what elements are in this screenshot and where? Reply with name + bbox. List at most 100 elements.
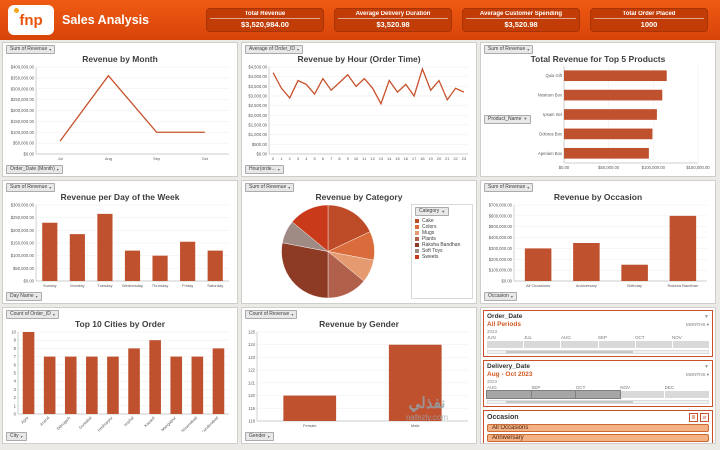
value-field-button[interactable]: Sum of Revenue ▾ [484,45,534,54]
delivery-date-timeline[interactable]: Delivery_Date ▼ Aug - Oct 2023 MONTHS ▾ … [483,360,713,407]
chevron-down-icon: ▾ [297,46,300,52]
svg-text:Nizamabad: Nizamabad [180,415,198,432]
occasion-slicer-item[interactable]: Anniversary [487,434,709,442]
value-field-button[interactable]: Sum of Revenue ▾ [484,183,534,192]
chevron-down-icon: ▾ [288,184,291,190]
timeline-track[interactable] [487,341,710,348]
timeline-month-labels[interactable]: AUG SEP OCT NOV DEC [487,385,675,390]
chevron-down-icon: ▾ [527,46,530,52]
panel-revenue-by-occasion: Sum of Revenue ▾ Revenue by Occasion $0.0… [480,180,716,304]
value-field-button[interactable]: Sum of Revenue ▾ [245,183,295,192]
value-field-label: Average of Order_ID [249,46,296,52]
svg-text:$100,000.00: $100,000.00 [642,165,666,170]
axis-field-button[interactable]: Hour(orde... ▾ [245,165,284,174]
svg-text:$350,000.00: $350,000.00 [11,75,35,80]
scrollbar-thumb[interactable] [505,351,634,353]
legend-items: Cake Colors Mugs Plants Raksha Bandhan Soft T… [415,218,469,260]
svg-text:$300,000.00: $300,000.00 [11,203,35,208]
clear-filter-icon[interactable]: ▼ [704,363,709,370]
fnp-logo: fnp [8,5,54,35]
legend-swatch [415,249,419,253]
svg-text:$300,000.00: $300,000.00 [489,246,513,251]
svg-text:$100,000.00: $100,000.00 [11,130,35,135]
svg-text:Wednesday: Wednesday [122,283,143,288]
svg-text:Sunday: Sunday [43,283,57,288]
value-field-button[interactable]: Count of Order_ID ▾ [6,310,59,319]
clear-filter-icon[interactable]: ⊘ [700,413,709,422]
revenue-by-gender-chart: 118 119 120 121 122 123 124 125 Female Male [245,329,473,432]
svg-text:$100,000.00: $100,000.00 [489,268,513,273]
svg-text:$500,000.00: $500,000.00 [489,224,513,229]
axis-field-button[interactable]: Day Name ▾ [6,292,42,301]
svg-text:16: 16 [404,156,409,161]
svg-text:7: 7 [14,354,17,359]
chevron-down-icon: ▾ [510,293,513,299]
timeline-scrollbar[interactable] [487,400,709,404]
chart-title: Revenue by Month [82,54,158,64]
value-field-label: Sum of Revenue [488,184,526,190]
timeline-track[interactable] [486,390,709,399]
granularity-dropdown[interactable]: MONTHS ▾ [685,371,709,377]
order-date-timeline[interactable]: Order_Date ▼ All Periods MONTHS ▾ 2023 J… [483,310,713,357]
legend-item: Raksha Bandhan [415,242,469,248]
svg-text:2: 2 [289,156,292,161]
timeline-selection-label: Aug - Oct 2023 [487,371,533,378]
panel-top10-cities: Count of Order_ID ▾ Top 10 Cities by Orde… [2,307,238,444]
panel-top5-products: Sum of Revenue ▾ Total Revenue for Top 5 … [480,42,716,177]
scrollbar-thumb[interactable] [505,401,634,403]
axis-field-label: Gender [249,433,266,439]
chevron-down-icon: ▾ [277,166,280,172]
axis-field-button[interactable]: Order_Date (Month) ▾ [6,165,63,174]
granularity-dropdown[interactable]: MONTHS ▾ [685,321,709,327]
chevron-down-icon: ▾ [291,311,294,317]
kpi-label: Total Order Placed [594,11,704,19]
product-name-field-button[interactable]: Product_Name ▼ [484,114,532,124]
svg-text:121: 121 [248,380,256,385]
axis-field-button[interactable]: Gender ▾ [245,432,274,441]
value-field-button[interactable]: Count of Revenue ▾ [245,310,298,319]
category-legend: Category ▼ Cake Colors Mugs Plants Raksha Ban… [411,204,473,299]
timeline-month-labels[interactable]: JUN JUL AUG SEP OCT NOV [487,335,682,340]
svg-text:Dolores Box: Dolores Box [539,131,563,136]
dashboard-grid: Sum of Revenue ▾ Revenue by Month $0.00 $5… [0,40,720,446]
occasion-slicer-item[interactable]: All Occasions [487,424,709,432]
svg-text:3: 3 [14,387,17,392]
svg-text:Imphal: Imphal [123,415,135,427]
svg-text:120: 120 [248,393,256,398]
timeline-scrollbar[interactable] [487,350,709,354]
svg-text:4: 4 [14,379,17,384]
svg-text:17: 17 [412,156,417,161]
axis-field-label: Product_Name [488,115,522,122]
svg-text:15: 15 [395,156,400,161]
revenue-by-occasion-chart: $0.00 $100,000.00 $200,000.00 $300,000.00 $4… [484,202,712,292]
timeline-year: 2023 [487,379,498,384]
svg-text:$1,000.00: $1,000.00 [248,132,267,137]
value-field-button[interactable]: Sum of Revenue ▾ [6,183,56,192]
svg-text:6: 6 [14,362,17,367]
chart-title: Revenue by Category [315,192,403,202]
svg-text:10: 10 [354,156,359,161]
category-field-button[interactable]: Category ▼ [415,207,450,216]
axis-field-button[interactable]: Occasion ▾ [484,292,517,301]
svg-text:9: 9 [347,156,350,161]
svg-text:Agra: Agra [20,415,30,425]
legend-swatch [415,237,419,241]
svg-text:$50,000.00: $50,000.00 [598,165,620,170]
legend-swatch [415,219,419,223]
svg-text:$300,000.00: $300,000.00 [11,86,35,91]
value-field-button[interactable]: Sum of Revenue ▾ [6,45,56,54]
chevron-down-icon: ▾ [527,184,530,190]
page-title: Sales Analysis [62,13,150,27]
svg-text:23: 23 [462,156,467,161]
axis-field-button[interactable]: City ▾ [6,432,27,441]
value-field-label: Count of Order_ID [10,311,51,317]
svg-text:Oct: Oct [202,156,209,161]
svg-text:118: 118 [248,419,255,424]
clear-filter-icon[interactable]: ▼ [704,313,709,320]
multi-select-icon[interactable]: ≣ [689,413,698,422]
chevron-down-icon: ▾ [49,46,52,52]
svg-text:10: 10 [11,330,16,335]
panel-revenue-by-hour: Average of Order_ID ▾ Revenue by Hour (Or… [241,42,477,177]
chevron-down-icon: ▾ [267,433,270,439]
value-field-button[interactable]: Average of Order_ID ▾ [245,45,304,54]
